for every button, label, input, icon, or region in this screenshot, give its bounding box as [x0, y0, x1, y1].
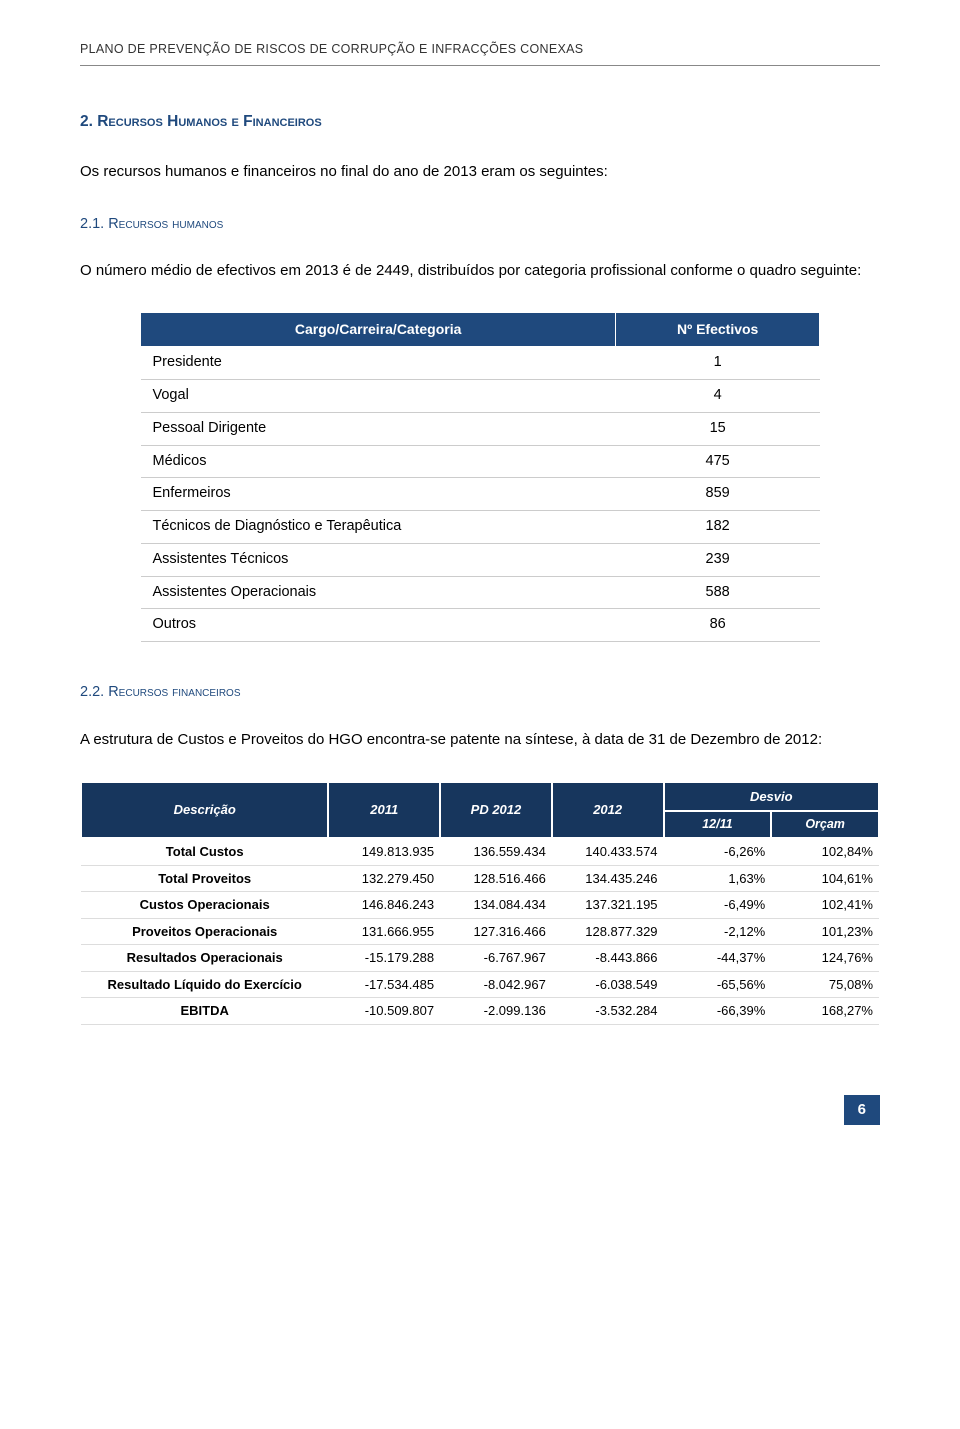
- fin-cell-2012: -8.443.866: [552, 945, 664, 972]
- table-row: Total Custos149.813.935136.559.434140.43…: [81, 838, 879, 865]
- staff-row-label: Técnicos de Diagnóstico e Terapêutica: [141, 511, 616, 544]
- fin-cell-orcam: 102,41%: [771, 892, 879, 919]
- fin-row-label: EBITDA: [81, 998, 328, 1025]
- staff-row-label: Presidente: [141, 347, 616, 380]
- fin-header-desc: Descrição: [81, 782, 328, 838]
- table-row: Enfermeiros859: [141, 478, 820, 511]
- staff-row-value: 182: [616, 511, 820, 544]
- fin-subheader-1211: 12/11: [664, 811, 772, 838]
- staff-table-body: Presidente1Vogal4Pessoal Dirigente15Médi…: [141, 347, 820, 642]
- fin-cell-orcam: 75,08%: [771, 971, 879, 998]
- fin-cell-pd2012: -6.767.967: [440, 945, 552, 972]
- fin-cell-orcam: 104,61%: [771, 865, 879, 892]
- staff-row-label: Outros: [141, 609, 616, 642]
- staff-row-label: Médicos: [141, 445, 616, 478]
- staff-row-value: 859: [616, 478, 820, 511]
- table-row: Técnicos de Diagnóstico e Terapêutica182: [141, 511, 820, 544]
- section-2-heading: 2. Recursos Humanos e Financeiros: [80, 110, 880, 133]
- fin-cell-2012: 137.321.195: [552, 892, 664, 919]
- fin-cell-12-11: -65,56%: [664, 971, 772, 998]
- fin-row-label: Total Proveitos: [81, 865, 328, 892]
- table-row: Vogal4: [141, 380, 820, 413]
- staff-table-header-right: Nº Efectivos: [616, 313, 820, 347]
- staff-row-value: 588: [616, 576, 820, 609]
- fin-row-label: Total Custos: [81, 838, 328, 865]
- financial-table: Descrição 2011 PD 2012 2012 Desvio 12/11…: [80, 781, 880, 1025]
- staff-row-label: Vogal: [141, 380, 616, 413]
- financial-table-body: Total Custos149.813.935136.559.434140.43…: [81, 838, 879, 1024]
- staff-row-label: Assistentes Técnicos: [141, 543, 616, 576]
- staff-row-label: Enfermeiros: [141, 478, 616, 511]
- fin-cell-orcam: 102,84%: [771, 838, 879, 865]
- fin-cell-12-11: -44,37%: [664, 945, 772, 972]
- staff-row-value: 86: [616, 609, 820, 642]
- staff-row-value: 239: [616, 543, 820, 576]
- fin-cell-2012: 128.877.329: [552, 918, 664, 945]
- section-2-1-heading: 2.1. Recursos humanos: [80, 214, 880, 236]
- fin-cell-2011: 131.666.955: [328, 918, 440, 945]
- fin-cell-2012: -6.038.549: [552, 971, 664, 998]
- fin-header-desvio: Desvio: [664, 782, 879, 812]
- fin-cell-2012: -3.532.284: [552, 998, 664, 1025]
- fin-cell-pd2012: 127.316.466: [440, 918, 552, 945]
- table-row: Assistentes Técnicos239: [141, 543, 820, 576]
- fin-cell-12-11: -6,26%: [664, 838, 772, 865]
- page-number-wrap: 6: [80, 1095, 880, 1126]
- staff-row-value: 4: [616, 380, 820, 413]
- fin-cell-12-11: -6,49%: [664, 892, 772, 919]
- staff-row-value: 1: [616, 347, 820, 380]
- fin-header-2012: 2012: [552, 782, 664, 838]
- staff-row-label: Assistentes Operacionais: [141, 576, 616, 609]
- fin-cell-orcam: 168,27%: [771, 998, 879, 1025]
- fin-cell-2011: -17.534.485: [328, 971, 440, 998]
- fin-subheader-orcam: Orçam: [771, 811, 879, 838]
- fin-cell-12-11: 1,63%: [664, 865, 772, 892]
- fin-cell-2012: 134.435.246: [552, 865, 664, 892]
- fin-cell-2011: -15.179.288: [328, 945, 440, 972]
- staff-row-value: 475: [616, 445, 820, 478]
- staff-table-header-left: Cargo/Carreira/Categoria: [141, 313, 616, 347]
- table-row: Resultados Operacionais-15.179.288-6.767…: [81, 945, 879, 972]
- section-2-intro: Os recursos humanos e financeiros no fin…: [80, 161, 880, 184]
- fin-cell-2011: 146.846.243: [328, 892, 440, 919]
- fin-cell-pd2012: 134.084.434: [440, 892, 552, 919]
- table-row: Outros86: [141, 609, 820, 642]
- section-2-2-body: A estrutura de Custos e Proveitos do HGO…: [80, 726, 880, 753]
- staff-row-label: Pessoal Dirigente: [141, 412, 616, 445]
- fin-cell-2011: 149.813.935: [328, 838, 440, 865]
- section-2-2-heading: 2.2. Recursos financeiros: [80, 682, 880, 704]
- fin-cell-12-11: -2,12%: [664, 918, 772, 945]
- fin-cell-12-11: -66,39%: [664, 998, 772, 1025]
- fin-row-label: Proveitos Operacionais: [81, 918, 328, 945]
- fin-cell-2012: 140.433.574: [552, 838, 664, 865]
- table-row: EBITDA-10.509.807-2.099.136-3.532.284-66…: [81, 998, 879, 1025]
- fin-cell-pd2012: 136.559.434: [440, 838, 552, 865]
- fin-header-pd2012: PD 2012: [440, 782, 552, 838]
- fin-row-label: Resultado Líquido do Exercício: [81, 971, 328, 998]
- fin-cell-pd2012: -2.099.136: [440, 998, 552, 1025]
- fin-row-label: Resultados Operacionais: [81, 945, 328, 972]
- table-row: Resultado Líquido do Exercício-17.534.48…: [81, 971, 879, 998]
- staff-table: Cargo/Carreira/Categoria Nº Efectivos Pr…: [140, 312, 820, 642]
- table-row: Custos Operacionais146.846.243134.084.43…: [81, 892, 879, 919]
- table-row: Assistentes Operacionais588: [141, 576, 820, 609]
- fin-cell-pd2012: -8.042.967: [440, 971, 552, 998]
- fin-row-label: Custos Operacionais: [81, 892, 328, 919]
- header-separator: [80, 65, 880, 66]
- table-row: Proveitos Operacionais131.666.955127.316…: [81, 918, 879, 945]
- fin-cell-2011: -10.509.807: [328, 998, 440, 1025]
- page-number: 6: [840, 1095, 880, 1126]
- table-row: Presidente1: [141, 347, 820, 380]
- fin-header-2011: 2011: [328, 782, 440, 838]
- document-header: PLANO DE PREVENÇÃO DE RISCOS DE CORRUPÇÃ…: [80, 40, 880, 59]
- table-row: Médicos475: [141, 445, 820, 478]
- fin-cell-orcam: 101,23%: [771, 918, 879, 945]
- fin-cell-orcam: 124,76%: [771, 945, 879, 972]
- staff-row-value: 15: [616, 412, 820, 445]
- fin-cell-pd2012: 128.516.466: [440, 865, 552, 892]
- table-row: Pessoal Dirigente15: [141, 412, 820, 445]
- table-row: Total Proveitos132.279.450128.516.466134…: [81, 865, 879, 892]
- section-2-1-body: O número médio de efectivos em 2013 é de…: [80, 257, 880, 284]
- fin-cell-2011: 132.279.450: [328, 865, 440, 892]
